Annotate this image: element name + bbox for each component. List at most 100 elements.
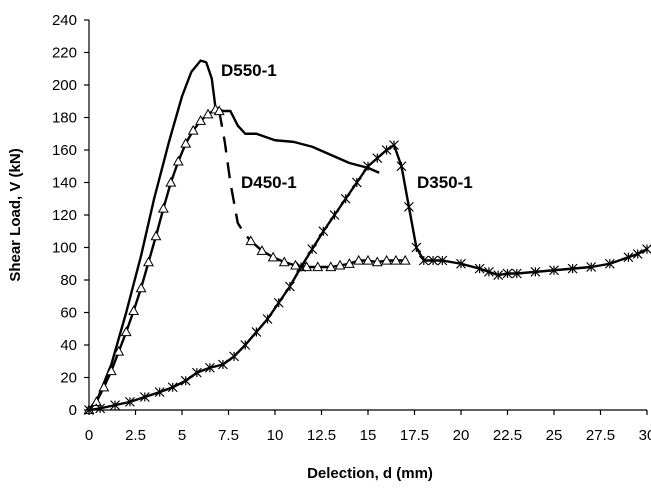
- series-d350-1-point: [437, 255, 448, 266]
- series-d450-1-point: [343, 258, 355, 268]
- series-d450-1-point: [245, 235, 257, 246]
- x-tick-label: 5: [178, 427, 186, 444]
- plot-lines: [88, 59, 648, 412]
- series-d450-1-point: [371, 256, 383, 267]
- series-d450-1-line-tail: [250, 240, 406, 269]
- series-d350-1-point: [411, 242, 422, 253]
- series-d450-1-point: [120, 326, 132, 337]
- series-d350-1-point: [403, 201, 414, 212]
- series-d350-1-point: [95, 403, 106, 414]
- series-d350-1-point: [456, 258, 466, 269]
- x-tick-label: 10: [267, 427, 284, 444]
- series-d350-1-point: [493, 270, 504, 281]
- y-tick-label: 220: [52, 45, 77, 62]
- y-tick-label: 40: [60, 337, 77, 354]
- series-d450-1-point: [98, 381, 110, 392]
- series-d350-1-point: [381, 145, 392, 155]
- series-d350-1-point: [329, 210, 340, 220]
- x-axis-title: Delection, d (mm): [307, 465, 433, 482]
- series-d450-1-point: [157, 202, 169, 213]
- series-d450-1-point: [390, 254, 402, 265]
- series-d350-1-point: [428, 255, 439, 266]
- series-d350-1-point: [154, 387, 165, 398]
- series-d450-1-point: [128, 305, 140, 316]
- series-d350-1-point: [110, 400, 120, 411]
- series-d350-1-point: [229, 351, 240, 362]
- series-d450-1-point: [267, 251, 279, 262]
- y-tick-label: 140: [52, 175, 77, 192]
- y-tick-label: 160: [52, 142, 77, 159]
- series-d450-1-point: [202, 108, 214, 119]
- series-d350-1-point: [351, 177, 362, 188]
- series-d450-1-point: [165, 176, 177, 187]
- series-label-d450-1: D450-1: [241, 173, 297, 192]
- series-d450-1-point: [143, 256, 154, 267]
- x-tick-label: 27.5: [586, 427, 615, 444]
- x-tick-label: 0: [85, 427, 93, 444]
- y-tick-label: 80: [60, 272, 77, 289]
- series-d450-1-point: [187, 124, 199, 135]
- series-label-d550-1: D550-1: [221, 61, 277, 80]
- series-d450-1-point: [312, 261, 324, 272]
- series-d350-1-point: [586, 262, 597, 272]
- series-d450-1-point: [325, 261, 337, 272]
- y-tick-label: 60: [60, 305, 77, 322]
- y-tick-label: 100: [52, 240, 77, 257]
- labels: 0 20 40 60 80 100 120 140 160 180 200 220 240 0 2.5 5 7.…: [7, 12, 651, 482]
- series-d450-1-point: [399, 254, 411, 265]
- series-d450-1-line-solid: [88, 108, 220, 411]
- y-axis-title: Shear Load, V (kN): [7, 148, 24, 281]
- series-d450-1-point: [90, 396, 102, 407]
- series-d350-1-point: [191, 367, 202, 378]
- series-d350-1-point: [511, 268, 522, 279]
- series-d350-1-point: [642, 244, 651, 255]
- series-d450-1-point: [381, 254, 393, 265]
- series-d450-1-point: [278, 256, 290, 267]
- x-tick-label: 17.5: [400, 427, 429, 444]
- y-tick-label: 120: [52, 207, 77, 224]
- series-d350-1-point: [307, 244, 318, 255]
- series-d350-1-point: [296, 262, 306, 272]
- series-d350-1-point: [167, 382, 178, 393]
- y-tick-label: 200: [52, 77, 77, 94]
- series-d450-1-point: [353, 254, 365, 265]
- x-tick-label: 25: [546, 427, 563, 444]
- series-d350-1-point: [632, 249, 643, 259]
- series-d350-1-point: [217, 359, 228, 370]
- series-d350-1-point: [124, 396, 135, 407]
- series-d350-1-point: [567, 263, 578, 274]
- series-d450-1-point: [301, 261, 313, 272]
- series-d350-1-point: [363, 161, 373, 172]
- series-d350-1-point: [251, 327, 262, 337]
- y-tick-label: 0: [69, 402, 77, 419]
- series-d450-1-point: [195, 115, 207, 125]
- series-d350-1-point: [372, 153, 383, 164]
- series-d350-1-point: [240, 340, 251, 350]
- series-d350-1-point: [530, 266, 541, 277]
- x-tick-label: 20: [453, 427, 470, 444]
- series-d450-1-line-dashed: [218, 110, 252, 242]
- axes: [84, 19, 648, 415]
- series-d450-1-point: [172, 155, 184, 166]
- series-d350-1-point: [284, 281, 295, 292]
- y-tick-label: 20: [60, 370, 77, 387]
- x-tick-label: 12.5: [307, 427, 336, 444]
- series-d350-1-point: [604, 258, 615, 269]
- series-d450-1-point: [180, 137, 192, 148]
- series-d450-1-point: [113, 345, 125, 356]
- markers: [83, 103, 651, 415]
- series-d350-1-point: [340, 193, 351, 204]
- x-tick-label: 2.5: [125, 427, 146, 444]
- series-d450-1-point: [334, 259, 346, 270]
- series-d350-1-point: [502, 268, 513, 279]
- series-d450-1-point: [290, 259, 301, 270]
- series-d450-1-point: [150, 230, 162, 241]
- series-d350-1-point: [139, 392, 150, 402]
- series-d350-1-point: [483, 266, 494, 277]
- series-d350-1-point: [474, 263, 485, 274]
- series-label-d350-1: D350-1: [417, 173, 473, 192]
- series-d350-1-point: [549, 265, 559, 276]
- series-d450-1-point: [362, 254, 374, 265]
- series-d350-1-point: [418, 255, 429, 266]
